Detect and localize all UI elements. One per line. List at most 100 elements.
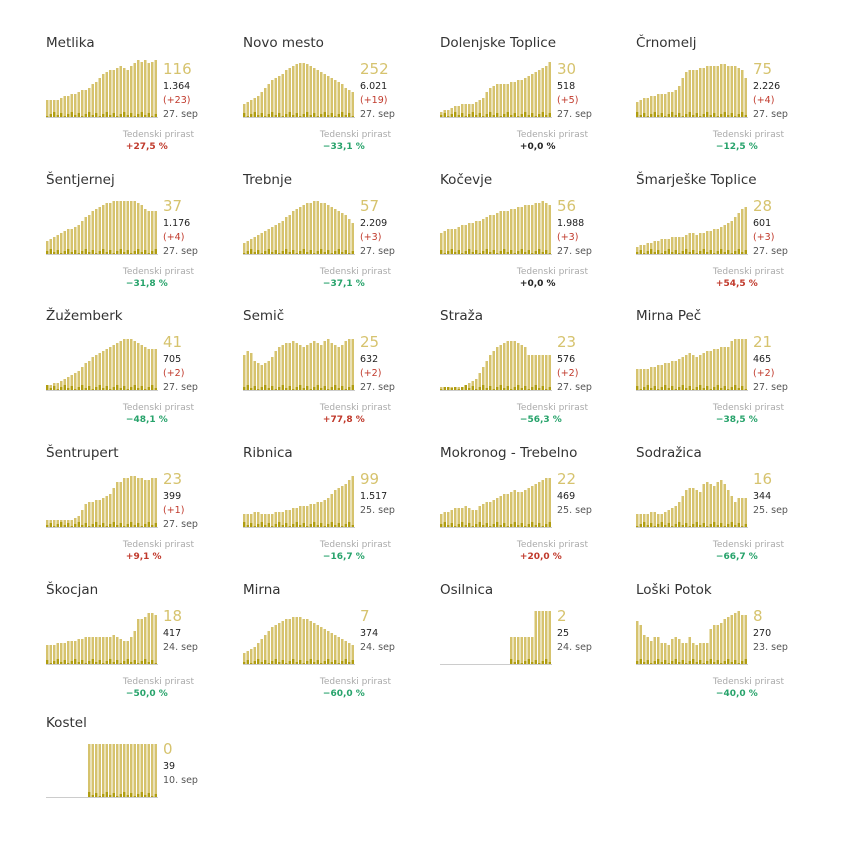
new-cases-bar <box>327 115 330 118</box>
bar <box>246 102 249 118</box>
bar <box>657 94 660 118</box>
bar <box>278 76 281 118</box>
bar <box>520 345 523 391</box>
bar <box>274 512 277 528</box>
municipality-title: Mirna Peč <box>636 308 702 324</box>
bar <box>482 367 485 391</box>
new-cases-bar <box>545 250 548 255</box>
new-cases-bar <box>341 252 344 255</box>
bar <box>506 84 509 118</box>
new-cases-bar <box>548 662 551 665</box>
weekly-growth-label: Tedenski prirast <box>122 267 194 277</box>
bar <box>105 637 108 665</box>
new-cases-bar <box>702 388 705 391</box>
municipality-title: Trebnje <box>243 172 293 188</box>
bar <box>257 643 260 665</box>
bar <box>485 502 488 528</box>
new-cases-bar <box>503 388 506 391</box>
municipality-card: Žužemberk 41 705 (+2) 27. sep Tedenski priras… <box>46 308 242 436</box>
bar <box>292 211 295 255</box>
weekly-growth: Tedenski prirast +9,1 % <box>123 539 194 563</box>
active-cases: 0 <box>163 740 173 758</box>
bar <box>323 74 326 118</box>
bar <box>260 639 263 665</box>
bar <box>678 359 681 391</box>
new-cases-bar <box>144 524 147 528</box>
new-cases-bar <box>646 251 649 255</box>
new-cases-bar <box>496 522 499 528</box>
bar <box>133 744 136 798</box>
bar <box>302 63 305 118</box>
bar <box>636 514 639 528</box>
active-cases: 7 <box>360 607 370 625</box>
bar <box>510 492 513 528</box>
weekly-growth-value: −38,5 % <box>715 415 758 425</box>
bar <box>105 72 108 118</box>
update-date: 25. sep <box>360 505 395 516</box>
bar-chart <box>440 611 552 665</box>
new-cases-bar <box>74 115 77 118</box>
new-cases-bar <box>734 660 737 665</box>
new-cases-bar <box>699 525 702 528</box>
bar <box>468 104 471 118</box>
new-cases-bar <box>657 250 660 255</box>
bar-chart <box>243 339 355 391</box>
municipality-card: Šmarješke Toplice 28 601 (+3) 27. sep Tedensk… <box>636 172 832 300</box>
bar <box>478 100 481 118</box>
bar <box>98 637 101 665</box>
new-cases-bar <box>140 386 143 391</box>
new-cases-bar <box>639 524 642 528</box>
bar <box>327 205 330 255</box>
new-cases-bar <box>102 249 105 255</box>
new-cases-bar <box>744 115 747 118</box>
bar <box>520 492 523 528</box>
bar-chart <box>243 63 355 118</box>
weekly-growth-value: +0,0 % <box>519 142 556 152</box>
bar <box>709 351 712 391</box>
bar <box>130 201 133 255</box>
new-cases-bar <box>243 113 246 118</box>
bar <box>657 637 660 665</box>
bar <box>709 66 712 118</box>
bar <box>126 70 129 118</box>
bar <box>538 611 541 665</box>
municipality-card: Ribnica 99 1.517 25. sep Tedenski prirast −16… <box>243 445 439 573</box>
new-cases-bar <box>344 524 347 528</box>
bar <box>246 241 249 255</box>
new-cases-bar <box>53 386 56 391</box>
new-cases-bar <box>154 523 157 528</box>
active-cases: 16 <box>753 470 773 488</box>
new-cases-bar <box>102 794 105 798</box>
total-cases: 344 <box>753 491 772 502</box>
new-cases-bar <box>295 662 298 665</box>
bar-chart <box>440 62 552 118</box>
new-cases-bar <box>510 250 513 255</box>
bar <box>285 619 288 665</box>
new-cases: (+23) <box>163 95 191 106</box>
active-cases: 2 <box>557 607 567 625</box>
weekly-growth-value: +54,5 % <box>715 279 758 289</box>
update-date: 27. sep <box>753 246 788 257</box>
bar <box>727 617 730 665</box>
active-cases: 116 <box>163 60 192 78</box>
active-cases: 99 <box>360 470 380 488</box>
bar <box>706 643 709 665</box>
new-cases-bar <box>316 660 319 665</box>
bar <box>475 102 478 118</box>
bar <box>98 78 101 118</box>
municipality-card: Trebnje 57 2.209 (+3) 27. sep Tedenski priras… <box>243 172 439 300</box>
weekly-growth: Tedenski prirast −60,0 % <box>320 676 391 700</box>
new-cases-bar <box>274 115 277 118</box>
bar <box>671 361 674 391</box>
new-cases-bar <box>506 112 509 118</box>
bar <box>730 66 733 118</box>
bar <box>468 383 471 391</box>
bar <box>517 637 520 665</box>
new-cases-bar <box>53 661 56 665</box>
bar <box>109 70 112 118</box>
new-cases-bar <box>299 385 302 391</box>
new-cases-bar <box>678 113 681 118</box>
bar <box>688 637 691 665</box>
bar <box>88 361 91 391</box>
update-date: 23. sep <box>753 642 788 653</box>
